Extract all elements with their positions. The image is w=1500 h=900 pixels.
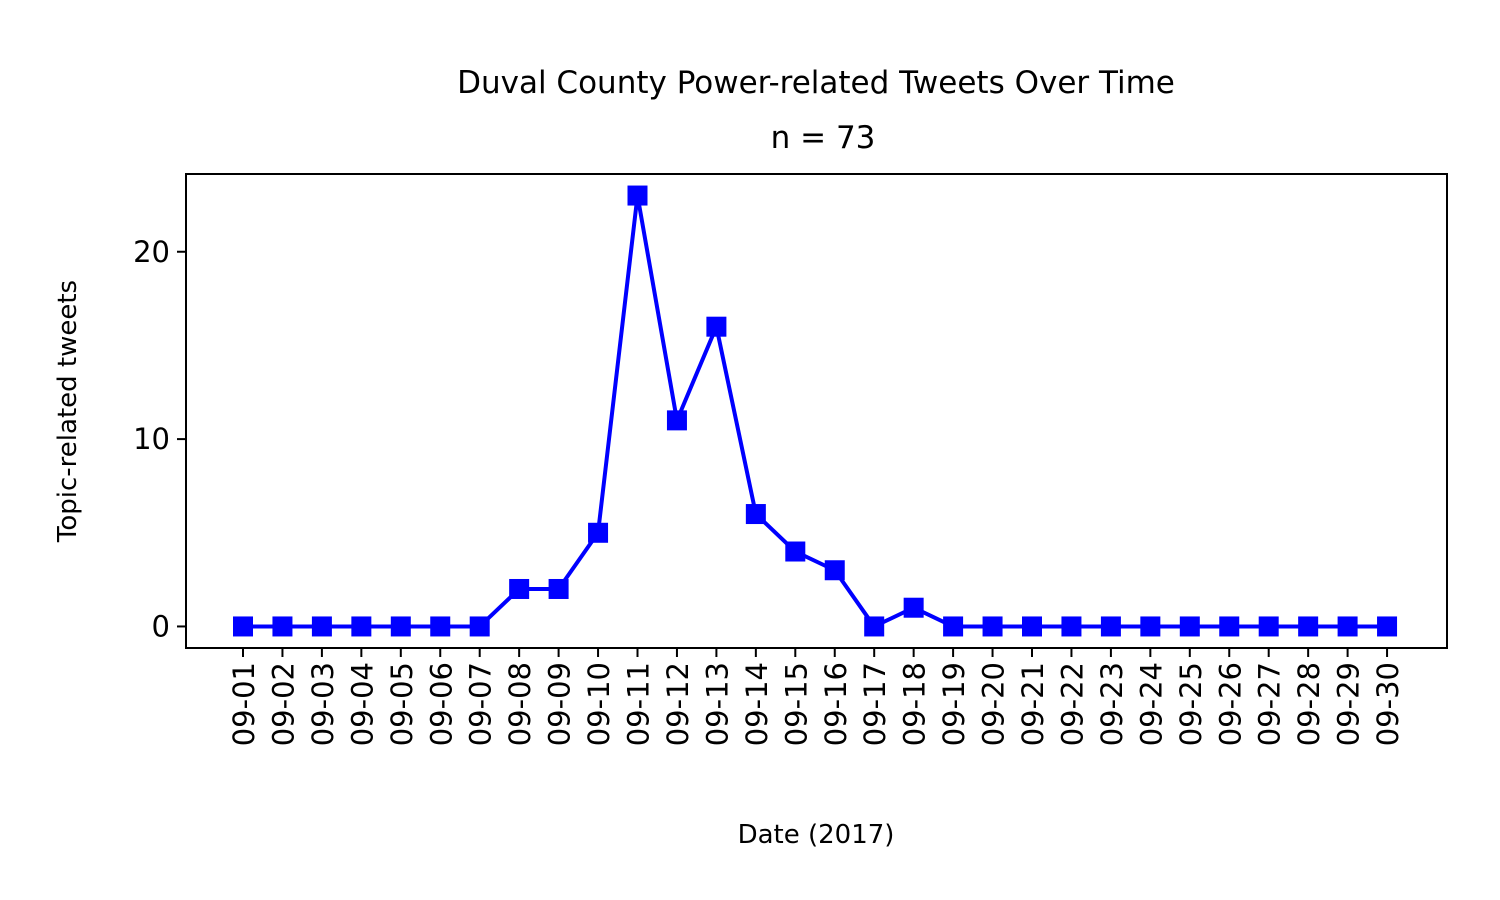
- x-tick-label: 09-22: [1055, 662, 1089, 746]
- y-axis-label: Topic-related tweets: [53, 280, 83, 543]
- y-axis: 0 10 20: [133, 235, 186, 643]
- data-point-marker: [469, 616, 490, 637]
- data-point-marker: [1100, 616, 1121, 637]
- data-point-marker: [824, 560, 845, 581]
- data-point-marker: [943, 616, 964, 637]
- chart-title: Duval County Power-related Tweets Over T…: [457, 65, 1175, 101]
- data-point-marker: [785, 541, 806, 562]
- x-tick-label: 09-14: [740, 662, 774, 746]
- data-point-marker: [311, 616, 332, 637]
- data-point-marker: [666, 410, 687, 431]
- x-tick-label: 09-16: [819, 662, 853, 746]
- data-point-marker: [1022, 616, 1042, 637]
- x-tick-label: 09-17: [858, 662, 892, 746]
- data-point-marker: [548, 578, 569, 599]
- x-tick-label: 09-30: [1371, 662, 1405, 746]
- data-point-marker: [1258, 616, 1279, 637]
- data-point-marker: [509, 578, 530, 599]
- x-tick-label: 09-15: [779, 662, 813, 746]
- x-tick-label: 09-20: [977, 662, 1011, 746]
- data-point-marker: [351, 616, 372, 637]
- x-axis-label: Date (2017): [738, 820, 895, 850]
- data-point-marker: [745, 504, 766, 525]
- data-point-marker: [627, 185, 648, 206]
- x-tick-label: 09-01: [227, 662, 261, 746]
- x-tick-label: 09-27: [1253, 662, 1287, 746]
- data-point-marker: [272, 616, 293, 637]
- data-point-marker: [588, 522, 609, 543]
- x-tick-label: 09-02: [266, 662, 300, 746]
- x-tick-label: 09-03: [306, 662, 340, 746]
- data-point-marker: [864, 616, 885, 637]
- x-tick-label: 09-08: [503, 662, 537, 746]
- data-point-marker: [390, 616, 411, 637]
- x-tick-label: 09-28: [1292, 662, 1326, 746]
- y-tick-label: 0: [152, 609, 170, 643]
- x-axis: 09-01 09-02 09-03 09-04 09-05 09-06 09-07 09-08…: [227, 648, 1405, 746]
- x-tick-label: 09-04: [345, 662, 379, 746]
- x-tick-label: 09-25: [1174, 662, 1208, 746]
- data-point-marker: [1179, 616, 1200, 637]
- x-tick-label: 09-05: [385, 662, 419, 746]
- x-tick-label: 09-06: [424, 662, 458, 746]
- x-tick-label: 09-24: [1134, 662, 1168, 746]
- data-point-marker: [1219, 616, 1240, 637]
- x-tick-label: 09-13: [700, 662, 734, 746]
- series-line: [243, 193, 1388, 629]
- x-tick-label: 09-29: [1332, 662, 1366, 746]
- data-point-marker: [1337, 616, 1358, 637]
- plot-area-frame: [185, 173, 1448, 649]
- data-point-marker: [1377, 616, 1398, 637]
- data-point-marker: [982, 616, 1003, 637]
- x-tick-label: 09-07: [464, 662, 498, 746]
- x-tick-label: 09-11: [622, 662, 656, 746]
- data-point-marker: [233, 616, 253, 637]
- data-point-marker: [1061, 616, 1082, 637]
- data-point-marker: [1140, 616, 1161, 637]
- data-point-marker: [706, 316, 727, 337]
- x-tick-label: 09-26: [1213, 662, 1247, 746]
- x-tick-label: 09-09: [543, 662, 577, 746]
- x-tick-label: 09-23: [1095, 662, 1129, 746]
- x-tick-label: 09-12: [661, 662, 695, 746]
- data-point-marker: [430, 616, 451, 637]
- x-tick-label: 09-10: [582, 662, 616, 746]
- data-point-marker: [903, 597, 924, 618]
- data-point-marker: [1298, 616, 1319, 637]
- x-tick-label: 09-18: [898, 662, 932, 746]
- y-tick-label: 20: [133, 235, 170, 269]
- x-tick-label: 09-21: [1016, 662, 1050, 746]
- chart-subtitle: n = 73: [771, 120, 876, 156]
- x-tick-label: 09-19: [937, 662, 971, 746]
- plot-series: [233, 185, 1398, 637]
- y-tick-label: 10: [133, 422, 170, 456]
